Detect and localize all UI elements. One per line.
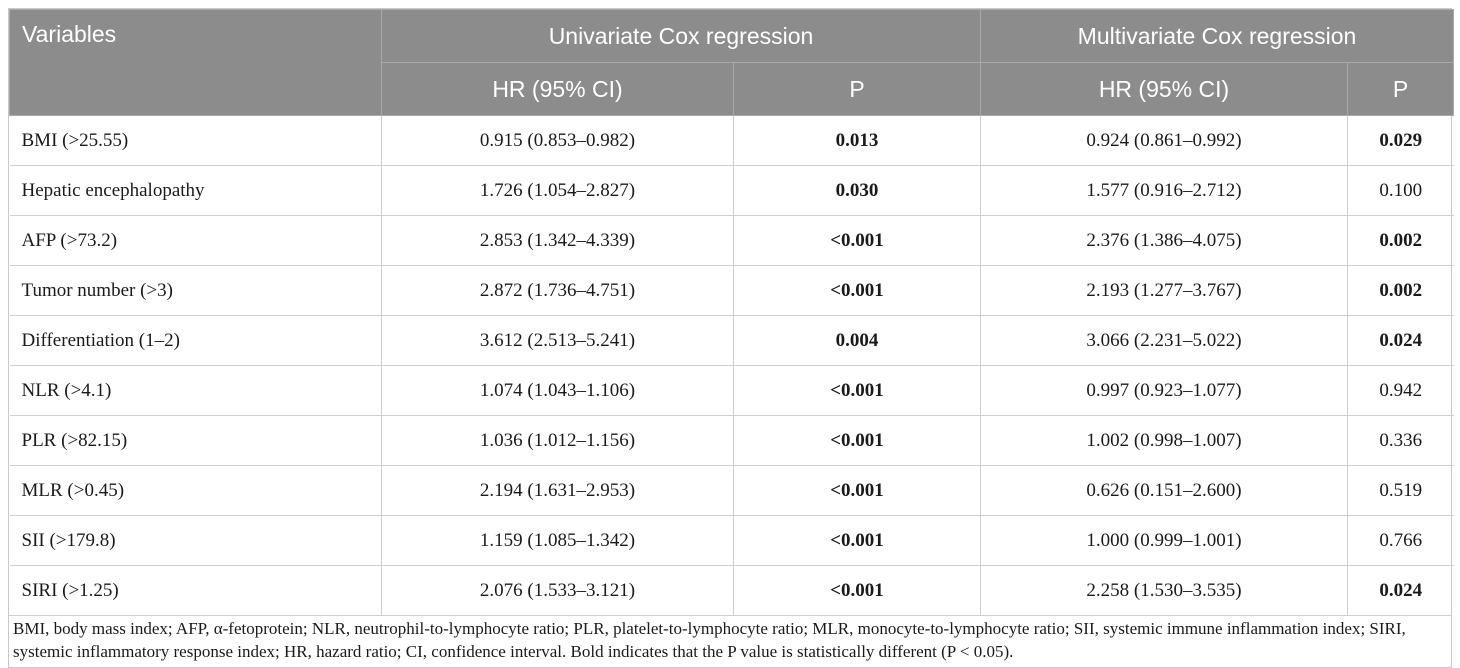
cell-uni-hr: 2.076 (1.533–3.121) — [381, 565, 734, 615]
header-multi-p: P — [1346, 62, 1455, 116]
header-variables: Variables — [9, 9, 382, 116]
cell-uni-hr: 1.159 (1.085–1.342) — [381, 515, 734, 566]
table-row: AFP (>73.2) 2.853 (1.342–4.339) <0.001 2.37… — [9, 215, 1454, 266]
cell-variable: Tumor number (>3) — [9, 265, 382, 316]
cell-multi-p: 0.100 — [1346, 165, 1454, 216]
cell-variable: SIRI (>1.25) — [9, 565, 382, 615]
table-row: MLR (>0.45) 2.194 (1.631–2.953) <0.001 0.62… — [9, 465, 1454, 516]
cell-multi-hr: 1.577 (0.916–2.712) — [980, 165, 1348, 216]
cell-multi-hr: 0.924 (0.861–0.992) — [980, 115, 1348, 166]
table-row: NLR (>4.1) 1.074 (1.043–1.106) <0.001 0.997… — [9, 365, 1454, 416]
cell-uni-p: 0.004 — [733, 315, 981, 366]
cell-uni-hr: 2.872 (1.736–4.751) — [381, 265, 734, 316]
cell-multi-p: 0.519 — [1346, 465, 1454, 516]
cell-multi-p: 0.029 — [1346, 115, 1454, 166]
cell-variable: NLR (>4.1) — [9, 365, 382, 416]
cell-variable: PLR (>82.15) — [9, 415, 382, 466]
cell-uni-p: <0.001 — [733, 265, 981, 316]
cell-variable: Hepatic encephalopathy — [9, 165, 382, 216]
cell-uni-hr: 3.612 (2.513–5.241) — [381, 315, 734, 366]
cell-uni-p: <0.001 — [733, 565, 981, 615]
cell-uni-hr: 1.726 (1.054–2.827) — [381, 165, 734, 216]
cell-uni-p: <0.001 — [733, 365, 981, 416]
header-multi-hr: HR (95% CI) — [980, 62, 1348, 116]
cell-variable: BMI (>25.55) — [9, 115, 382, 166]
cell-multi-p: 0.002 — [1346, 215, 1454, 266]
table-body: BMI (>25.55) 0.915 (0.853–0.982) 0.013 0.92… — [9, 115, 1454, 615]
cell-uni-p: <0.001 — [733, 415, 981, 466]
header-uni-hr: HR (95% CI) — [381, 62, 734, 116]
cell-multi-hr: 0.997 (0.923–1.077) — [980, 365, 1348, 416]
cell-multi-hr: 2.258 (1.530–3.535) — [980, 565, 1348, 615]
cox-regression-table-container: Variables Univariate Cox regression Mult… — [8, 8, 1455, 668]
cell-variable: AFP (>73.2) — [9, 215, 382, 266]
cell-multi-p: 0.024 — [1346, 565, 1454, 615]
table-row: PLR (>82.15) 1.036 (1.012–1.156) <0.001 1.0… — [9, 415, 1454, 466]
table-row: Differentiation (1–2) 3.612 (2.513–5.241)… — [9, 315, 1454, 366]
cell-multi-hr: 2.376 (1.386–4.075) — [980, 215, 1348, 266]
cell-multi-hr: 0.626 (0.151–2.600) — [980, 465, 1348, 516]
header-univariate: Univariate Cox regression — [381, 9, 981, 63]
table-row: Hepatic encephalopathy 1.726 (1.054–2.827… — [9, 165, 1454, 216]
cell-uni-p: <0.001 — [733, 465, 981, 516]
table-header: Variables Univariate Cox regression Mult… — [9, 9, 1455, 116]
table-footnote: BMI, body mass index; AFP, α-fetoprotein… — [9, 615, 1451, 667]
cell-multi-hr: 1.002 (0.998–1.007) — [980, 415, 1348, 466]
cell-multi-hr: 2.193 (1.277–3.767) — [980, 265, 1348, 316]
cell-multi-p: 0.942 — [1346, 365, 1454, 416]
table-row: SII (>179.8) 1.159 (1.085–1.342) <0.001 1.0… — [9, 515, 1454, 566]
cell-uni-p: 0.013 — [733, 115, 981, 166]
cox-regression-table: Variables Univariate Cox regression Mult… — [9, 9, 1455, 615]
cell-uni-hr: 0.915 (0.853–0.982) — [381, 115, 734, 166]
cell-multi-p: 0.002 — [1346, 265, 1454, 316]
cell-multi-p: 0.766 — [1346, 515, 1454, 566]
cell-uni-hr: 1.036 (1.012–1.156) — [381, 415, 734, 466]
cell-uni-hr: 2.194 (1.631–2.953) — [381, 465, 734, 516]
header-multivariate: Multivariate Cox regression — [979, 9, 1455, 63]
cell-uni-p: <0.001 — [733, 215, 981, 266]
table-row: BMI (>25.55) 0.915 (0.853–0.982) 0.013 0.92… — [9, 115, 1454, 166]
cell-multi-p: 0.336 — [1346, 415, 1454, 466]
cell-uni-p: 0.030 — [733, 165, 981, 216]
cell-variable: SII (>179.8) — [9, 515, 382, 566]
cell-uni-hr: 1.074 (1.043–1.106) — [381, 365, 734, 416]
cell-multi-hr: 1.000 (0.999–1.001) — [980, 515, 1348, 566]
cell-variable: MLR (>0.45) — [9, 465, 382, 516]
table-row: SIRI (>1.25) 2.076 (1.533–3.121) <0.001 2.2… — [9, 565, 1454, 615]
cell-multi-hr: 3.066 (2.231–5.022) — [980, 315, 1348, 366]
header-uni-p: P — [733, 62, 981, 116]
cell-uni-hr: 2.853 (1.342–4.339) — [381, 215, 734, 266]
cell-variable: Differentiation (1–2) — [9, 315, 382, 366]
cell-multi-p: 0.024 — [1346, 315, 1454, 366]
cell-uni-p: <0.001 — [733, 515, 981, 566]
table-row: Tumor number (>3) 2.872 (1.736–4.751) <0.0… — [9, 265, 1454, 316]
